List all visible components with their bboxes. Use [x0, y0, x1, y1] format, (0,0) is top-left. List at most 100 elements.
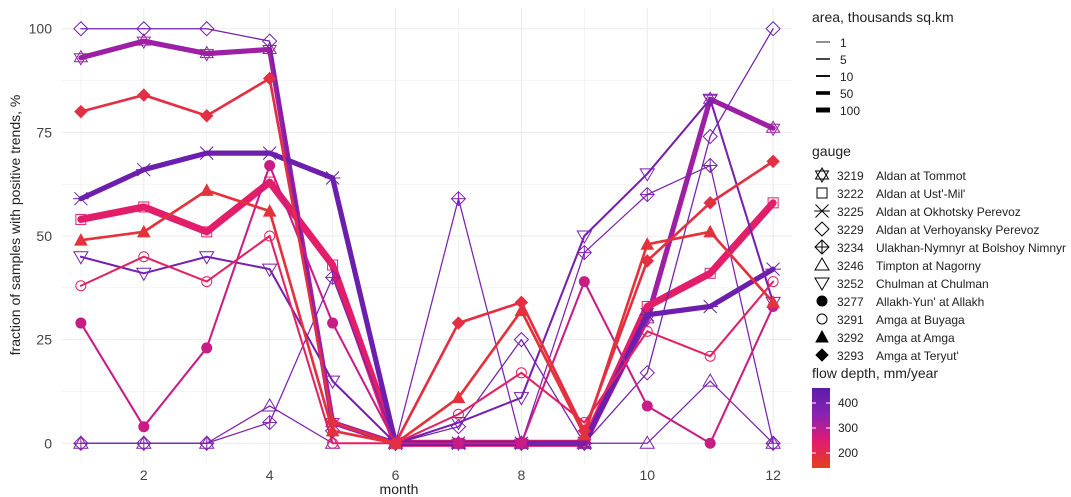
series-3293	[74, 71, 780, 450]
data-point	[702, 128, 718, 145]
data-point	[73, 49, 89, 66]
x-axis-label: month	[380, 481, 419, 497]
data-point	[639, 365, 655, 381]
data-point	[639, 168, 656, 182]
legend-gauge-id: 3225	[837, 205, 864, 219]
data-point	[704, 350, 716, 362]
series-3219	[73, 33, 781, 452]
legend-gauge-key	[814, 239, 830, 255]
data-point	[73, 435, 89, 449]
legend-colorbar-label: 300	[838, 421, 858, 435]
y-tick-label: 50	[36, 228, 52, 244]
data-point	[514, 295, 529, 310]
data-point	[261, 263, 278, 278]
y-tick-label: 0	[44, 435, 52, 451]
data-point	[136, 33, 152, 50]
data-point	[704, 267, 716, 279]
x-tick-label: 12	[765, 467, 781, 483]
data-point	[324, 375, 341, 390]
data-point	[198, 435, 215, 449]
data-point	[702, 299, 718, 314]
legend-gauge-key	[815, 348, 829, 362]
legend-gauge-name: Timpton at Nagorny	[876, 259, 981, 273]
data-point	[137, 88, 151, 102]
legend-gauge-id: 3252	[837, 277, 864, 291]
series-line	[80, 164, 774, 444]
legend-colorbar	[812, 388, 830, 468]
y-tick-label: 75	[36, 124, 52, 140]
series-line	[79, 77, 775, 445]
series-3225	[73, 146, 781, 451]
data-point	[452, 408, 464, 420]
legend-area-label: 50	[840, 87, 854, 101]
data-point	[199, 183, 214, 196]
legend-gauge-id: 3219	[837, 169, 864, 183]
legend-gauge-name: Ulakhan-Nymnyr at Bolshoy Nimnyr	[876, 241, 1066, 255]
legend-gauge-title: gauge	[812, 143, 851, 159]
data-point	[324, 269, 341, 286]
data-point	[201, 342, 213, 354]
data-point	[703, 196, 717, 210]
legend-gauge-name: Aldan at Verhoyansky Perevoz	[876, 223, 1039, 237]
data-point	[75, 213, 87, 225]
data-point	[765, 262, 781, 277]
data-point	[325, 415, 340, 430]
legend-gauge-key	[815, 329, 829, 343]
data-point	[73, 251, 89, 265]
data-point	[136, 224, 151, 238]
data-point	[513, 331, 530, 348]
series-line	[79, 164, 775, 445]
legend-gauge-name: Allakh-Yun' at Allakh	[876, 295, 984, 309]
legend-gauge-name: Aldan at Ust'-Mil'	[876, 187, 965, 201]
data-point	[450, 417, 467, 431]
data-point	[201, 226, 213, 238]
legend-gauge-name: Chulman at Chulman	[876, 277, 989, 291]
legend-area-label: 100	[840, 104, 860, 118]
legend-gauge-id: 3246	[837, 259, 864, 273]
legend-gauge-key	[814, 221, 830, 237]
series-3277	[75, 160, 779, 449]
legend-gauge-name: Amga at Buyaga	[876, 313, 965, 327]
data-point	[639, 307, 656, 322]
data-point	[325, 423, 340, 437]
series-layer	[73, 21, 781, 452]
data-point	[640, 254, 654, 268]
legend-gauge-key	[816, 187, 828, 199]
data-point	[451, 316, 466, 330]
data-point	[388, 436, 403, 450]
data-point	[262, 204, 277, 217]
x-tick-label: 10	[639, 467, 655, 483]
data-point	[201, 276, 213, 288]
data-point	[73, 21, 89, 37]
axes: fraction of samples with positive trends…	[7, 21, 781, 497]
legend-colorbar-label: 400	[838, 396, 858, 410]
legend-color-title: flow depth, mm/year	[812, 365, 938, 381]
data-point	[198, 251, 215, 265]
data-point	[576, 435, 593, 451]
data-point	[765, 21, 781, 37]
legend-area-label: 5	[840, 53, 847, 67]
legend-gauge-name: Aldan at Tommot	[876, 169, 966, 183]
legend-area-label: 1	[840, 36, 847, 50]
series-line	[79, 189, 775, 445]
legend-gauge-key	[814, 204, 830, 218]
data-point	[138, 251, 150, 263]
x-tick-label: 2	[140, 467, 148, 483]
data-point	[641, 400, 653, 412]
data-point	[704, 437, 716, 449]
data-point	[702, 93, 719, 108]
data-point	[261, 33, 278, 49]
data-point	[577, 424, 592, 438]
legend-gauge-key	[814, 277, 830, 291]
series-3292	[74, 183, 780, 449]
legend-area-label: 10	[840, 70, 854, 84]
data-point	[767, 276, 779, 288]
data-point	[765, 435, 781, 449]
data-point	[765, 120, 781, 137]
legend-gauge-key	[816, 295, 828, 307]
legend-area-title: area, thousands sq.km	[812, 9, 954, 25]
data-point	[74, 233, 88, 246]
data-point	[451, 390, 466, 404]
data-point	[198, 146, 215, 160]
x-tick-label: 4	[266, 467, 274, 483]
